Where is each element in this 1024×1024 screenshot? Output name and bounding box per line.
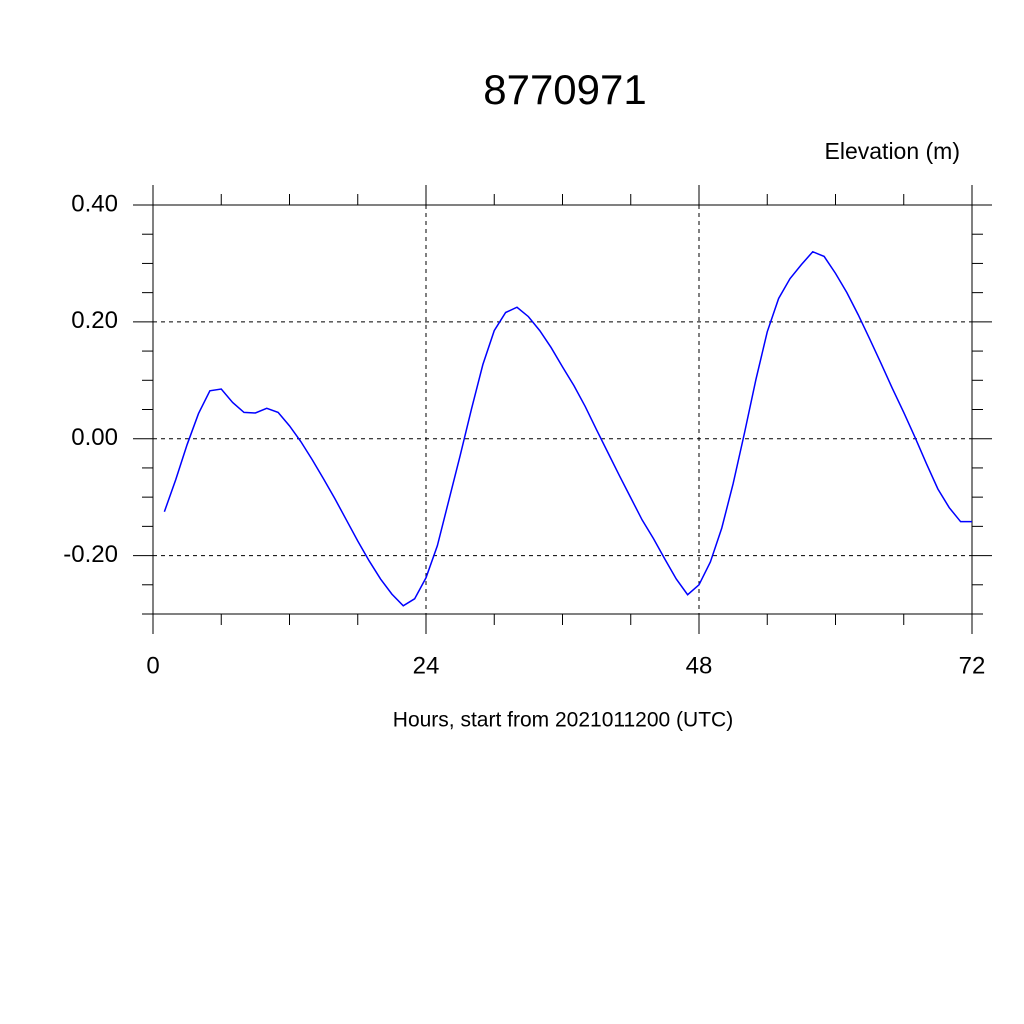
y-tick-label: -0.20: [63, 541, 118, 568]
y-tick-label: 0.00: [71, 424, 118, 451]
line-series: [163, 250, 972, 607]
y-tick-label: 0.20: [71, 307, 118, 334]
x-tick-label: 48: [686, 652, 713, 679]
x-tick-label: 0: [146, 652, 159, 679]
x-axis-label: Hours, start from 2021011200 (UTC): [393, 709, 733, 732]
x-tick-label: 72: [959, 652, 986, 679]
x-tick-label: 24: [413, 652, 440, 679]
chart-title: 8770971: [483, 66, 647, 113]
y-tick-label: 0.40: [71, 190, 118, 217]
y-axis-label: Elevation (m): [825, 138, 960, 164]
